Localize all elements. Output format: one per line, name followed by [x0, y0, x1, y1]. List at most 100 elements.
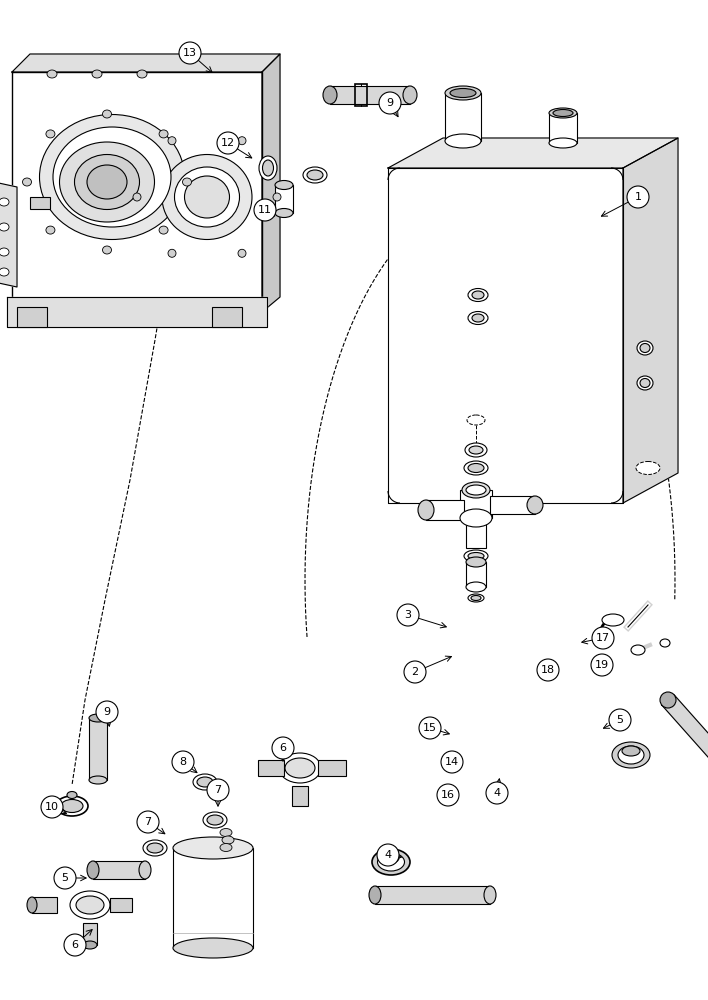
Ellipse shape	[275, 180, 293, 190]
Polygon shape	[262, 54, 280, 312]
Text: 13: 13	[183, 48, 197, 58]
Circle shape	[437, 784, 459, 806]
Ellipse shape	[640, 344, 650, 353]
Text: 6: 6	[72, 940, 79, 950]
Bar	[89, 718, 107, 780]
Ellipse shape	[612, 742, 650, 768]
Ellipse shape	[27, 897, 37, 913]
Text: 5: 5	[62, 873, 69, 883]
Ellipse shape	[323, 86, 337, 104]
Ellipse shape	[472, 291, 484, 299]
Ellipse shape	[418, 500, 434, 520]
Bar	[30, 197, 50, 209]
Circle shape	[254, 199, 276, 221]
Ellipse shape	[660, 639, 670, 647]
Ellipse shape	[527, 496, 543, 514]
Ellipse shape	[259, 156, 277, 180]
Ellipse shape	[162, 154, 252, 239]
Bar	[490, 496, 535, 514]
Ellipse shape	[59, 142, 154, 222]
Ellipse shape	[275, 209, 293, 218]
Ellipse shape	[53, 127, 171, 227]
Ellipse shape	[383, 853, 399, 863]
Ellipse shape	[238, 249, 246, 257]
Bar	[549, 113, 577, 143]
Ellipse shape	[450, 89, 476, 98]
Ellipse shape	[168, 137, 176, 145]
Ellipse shape	[103, 110, 111, 118]
Circle shape	[404, 661, 426, 683]
Circle shape	[377, 844, 399, 866]
Bar	[466, 562, 486, 587]
Ellipse shape	[273, 193, 281, 201]
Ellipse shape	[87, 861, 99, 879]
Bar	[32, 897, 57, 913]
Text: 19: 19	[595, 660, 609, 670]
Ellipse shape	[466, 582, 486, 592]
Text: 6: 6	[280, 743, 287, 753]
Bar	[460, 490, 492, 518]
Ellipse shape	[183, 178, 191, 186]
Bar	[212, 307, 242, 327]
Ellipse shape	[471, 595, 481, 600]
Text: 12: 12	[221, 138, 235, 148]
Ellipse shape	[76, 896, 104, 914]
Ellipse shape	[602, 614, 624, 626]
Text: 7: 7	[215, 785, 222, 795]
Bar	[318, 760, 346, 776]
Ellipse shape	[46, 226, 55, 234]
Ellipse shape	[220, 828, 232, 836]
Bar	[426, 500, 464, 520]
Ellipse shape	[468, 288, 488, 302]
Ellipse shape	[637, 376, 653, 390]
Polygon shape	[12, 54, 280, 72]
Circle shape	[179, 42, 201, 64]
Text: 4: 4	[384, 850, 392, 860]
Circle shape	[217, 132, 239, 154]
Ellipse shape	[70, 891, 110, 919]
Circle shape	[486, 782, 508, 804]
Circle shape	[537, 659, 559, 681]
Ellipse shape	[372, 849, 410, 875]
Bar	[173, 848, 253, 948]
Circle shape	[207, 779, 229, 801]
Ellipse shape	[46, 130, 55, 138]
Ellipse shape	[640, 378, 650, 387]
Ellipse shape	[207, 815, 223, 825]
Ellipse shape	[168, 249, 176, 257]
Ellipse shape	[74, 154, 139, 210]
Text: 11: 11	[258, 205, 272, 215]
Ellipse shape	[472, 314, 484, 322]
Bar	[93, 861, 145, 879]
Ellipse shape	[469, 446, 483, 454]
Ellipse shape	[103, 246, 111, 254]
Ellipse shape	[0, 198, 9, 206]
Ellipse shape	[462, 482, 490, 498]
Text: 3: 3	[404, 610, 411, 620]
Ellipse shape	[377, 853, 404, 871]
Ellipse shape	[549, 108, 577, 118]
Text: 10: 10	[45, 802, 59, 812]
Ellipse shape	[40, 114, 185, 239]
Bar	[355, 84, 367, 106]
Bar	[445, 93, 481, 141]
Ellipse shape	[61, 800, 83, 812]
Text: 9: 9	[387, 98, 394, 108]
Ellipse shape	[0, 268, 9, 276]
Ellipse shape	[238, 137, 246, 145]
Bar	[330, 86, 410, 104]
Circle shape	[397, 604, 419, 626]
Circle shape	[591, 654, 613, 676]
Ellipse shape	[137, 70, 147, 78]
Ellipse shape	[285, 758, 315, 778]
Circle shape	[592, 627, 614, 649]
Ellipse shape	[637, 341, 653, 355]
Polygon shape	[7, 297, 267, 327]
Bar	[466, 518, 486, 548]
Ellipse shape	[133, 193, 141, 201]
Ellipse shape	[143, 840, 167, 856]
Ellipse shape	[263, 160, 273, 176]
Polygon shape	[662, 695, 708, 795]
Ellipse shape	[307, 170, 323, 180]
Ellipse shape	[87, 165, 127, 199]
